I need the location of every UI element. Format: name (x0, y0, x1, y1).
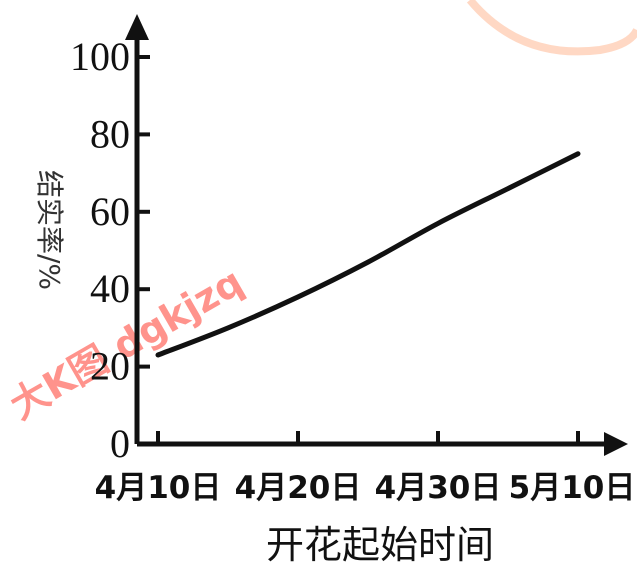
x-axis-arrow (604, 432, 628, 456)
y-tick-label: 100 (70, 34, 130, 79)
x-tick-label: 4月10日 (95, 470, 222, 506)
x-tick-label: 4月30日 (375, 470, 502, 506)
y-tick-label: 40 (90, 266, 130, 311)
x-axis-title: 开花起始时间 (266, 523, 494, 567)
y-tick-label: 0 (110, 421, 130, 466)
y-tick-label: 60 (90, 189, 130, 234)
y-axis-arrow (125, 14, 149, 40)
y-ticks: 0 20 40 60 80 100 (70, 34, 150, 466)
watermark-circle-arc (466, 0, 637, 56)
x-tick-label: 5月10日 (509, 470, 636, 506)
y-tick-label: 80 (90, 111, 130, 156)
y-axis-title: 结实率/% (33, 170, 66, 290)
x-tick-label: 4月20日 (235, 470, 362, 506)
x-ticks: 4月10日 4月20日 4月30日 5月10日 (95, 431, 636, 506)
y-tick-label: 20 (90, 344, 130, 389)
series-line (155, 151, 581, 358)
